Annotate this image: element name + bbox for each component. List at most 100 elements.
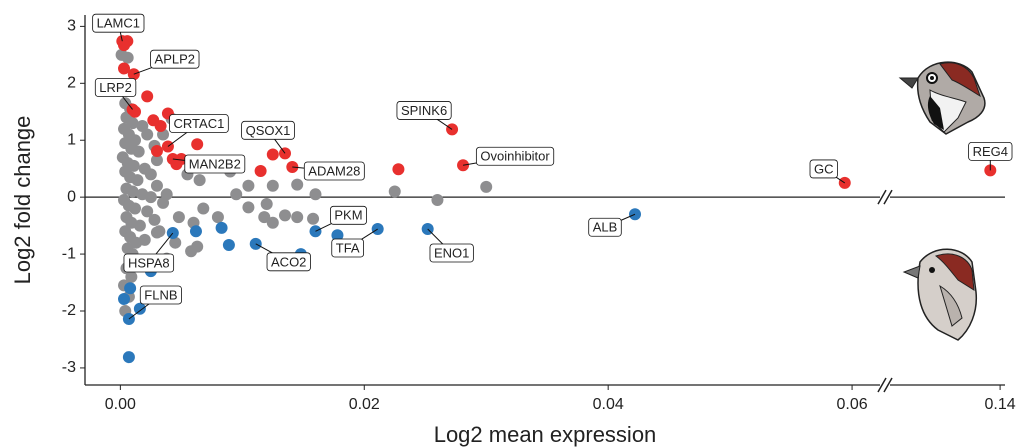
annotation-label: TFA	[336, 240, 360, 255]
annotation: TFA	[331, 228, 378, 258]
data-point	[191, 138, 204, 151]
annotation: HSPA8	[123, 232, 175, 273]
annotation-label: ENO1	[434, 245, 469, 260]
data-point	[331, 229, 344, 242]
data-point	[211, 211, 224, 224]
annotation-box	[968, 141, 1013, 161]
annotation-label: REG4	[973, 144, 1008, 159]
data-point	[150, 226, 163, 239]
annotation-box	[429, 243, 474, 263]
data-point	[249, 237, 262, 250]
data-point	[118, 39, 131, 52]
annotation-label: Ovoinhibitor	[480, 149, 550, 164]
annotation: ACO2	[255, 243, 311, 272]
annotation-label: ACO2	[271, 254, 306, 269]
annotation-label: FLNB	[144, 287, 177, 302]
annotation-box	[139, 285, 182, 305]
annotation-box	[475, 146, 555, 166]
data-point	[279, 209, 291, 222]
annotation-box	[94, 78, 137, 97]
axis-break-mark	[877, 189, 887, 205]
data-point	[242, 179, 255, 192]
y-tick-label: 3	[67, 18, 76, 35]
annotation-label: SPINK6	[401, 103, 447, 118]
annotation-label: QSOX1	[246, 123, 291, 138]
data-point	[129, 202, 141, 215]
annotation-label: GC	[814, 161, 834, 176]
data-point	[172, 211, 185, 224]
data-point	[480, 180, 493, 193]
y-tick-label: -1	[62, 245, 76, 262]
annotation: ALB	[588, 213, 636, 237]
data-point	[215, 221, 228, 234]
data-point	[131, 174, 144, 187]
annotation-box	[809, 159, 838, 179]
male-sparrow-icon	[898, 61, 986, 135]
data-point	[388, 185, 401, 198]
data-point	[197, 202, 210, 215]
annotation: PKM	[315, 205, 367, 232]
annotation: REG4	[968, 141, 1013, 171]
female-sparrow-icon	[902, 248, 978, 341]
annotation: ADAM28	[292, 161, 365, 181]
annotation: MAN2B2	[172, 154, 246, 174]
axis-break-mark	[883, 189, 893, 205]
axis-break-gap	[880, 194, 890, 201]
annotation: FLNB	[128, 285, 182, 320]
data-point	[254, 164, 267, 177]
x-axis-title: Log2 mean expression	[434, 422, 657, 447]
data-point	[133, 302, 146, 315]
annotation-label: PKM	[334, 208, 362, 223]
x-tick-label: 0.00	[105, 396, 136, 413]
data-point	[148, 213, 161, 226]
annotation-box	[150, 49, 200, 69]
annotation-box	[92, 13, 145, 33]
data-point	[160, 188, 173, 201]
data-point	[260, 197, 273, 210]
data-point	[144, 168, 157, 181]
data-point	[150, 145, 163, 158]
data-point	[266, 179, 279, 192]
annotation-label: LAMC1	[97, 16, 140, 31]
annotation: LAMC1	[92, 13, 145, 42]
axis-break-mark	[883, 377, 893, 393]
annotation-box	[184, 154, 246, 174]
data-point	[266, 148, 279, 161]
data-point	[291, 178, 304, 191]
data-point	[307, 212, 320, 225]
x-tick-label: 0.04	[593, 396, 624, 413]
annotation-box	[588, 217, 622, 237]
y-axis-title: Log2 fold change	[10, 116, 35, 285]
annotation-box	[241, 120, 295, 140]
data-point	[193, 174, 206, 187]
y-tick-label: 0	[67, 188, 76, 205]
data-point	[141, 205, 154, 218]
annotation-box	[331, 238, 365, 258]
data-point	[138, 233, 151, 246]
data-point	[242, 201, 255, 214]
bird-icons	[898, 61, 986, 341]
data-point	[127, 159, 140, 172]
data-point	[118, 293, 131, 306]
annotation-box	[303, 161, 365, 181]
annotation: CRTAC1	[167, 114, 229, 147]
data-point	[169, 236, 182, 249]
annotation-box	[123, 253, 175, 273]
y-tick-label: -2	[62, 302, 76, 319]
data-point	[431, 194, 444, 206]
data-point	[309, 188, 322, 201]
data-point	[258, 211, 271, 224]
annotation-box	[266, 252, 311, 272]
y-tick-label: 2	[67, 75, 76, 92]
data-point	[126, 185, 139, 198]
y-tick-label: -3	[62, 359, 76, 376]
data-point	[132, 145, 145, 158]
annotation-box	[330, 205, 367, 225]
annotation: QSOX1	[241, 120, 295, 154]
data-point	[191, 240, 204, 253]
annotation: SPINK6	[396, 101, 453, 130]
annotation-label: APLP2	[155, 52, 195, 67]
annotation-label: LRP2	[99, 80, 132, 95]
data-point	[136, 120, 149, 132]
